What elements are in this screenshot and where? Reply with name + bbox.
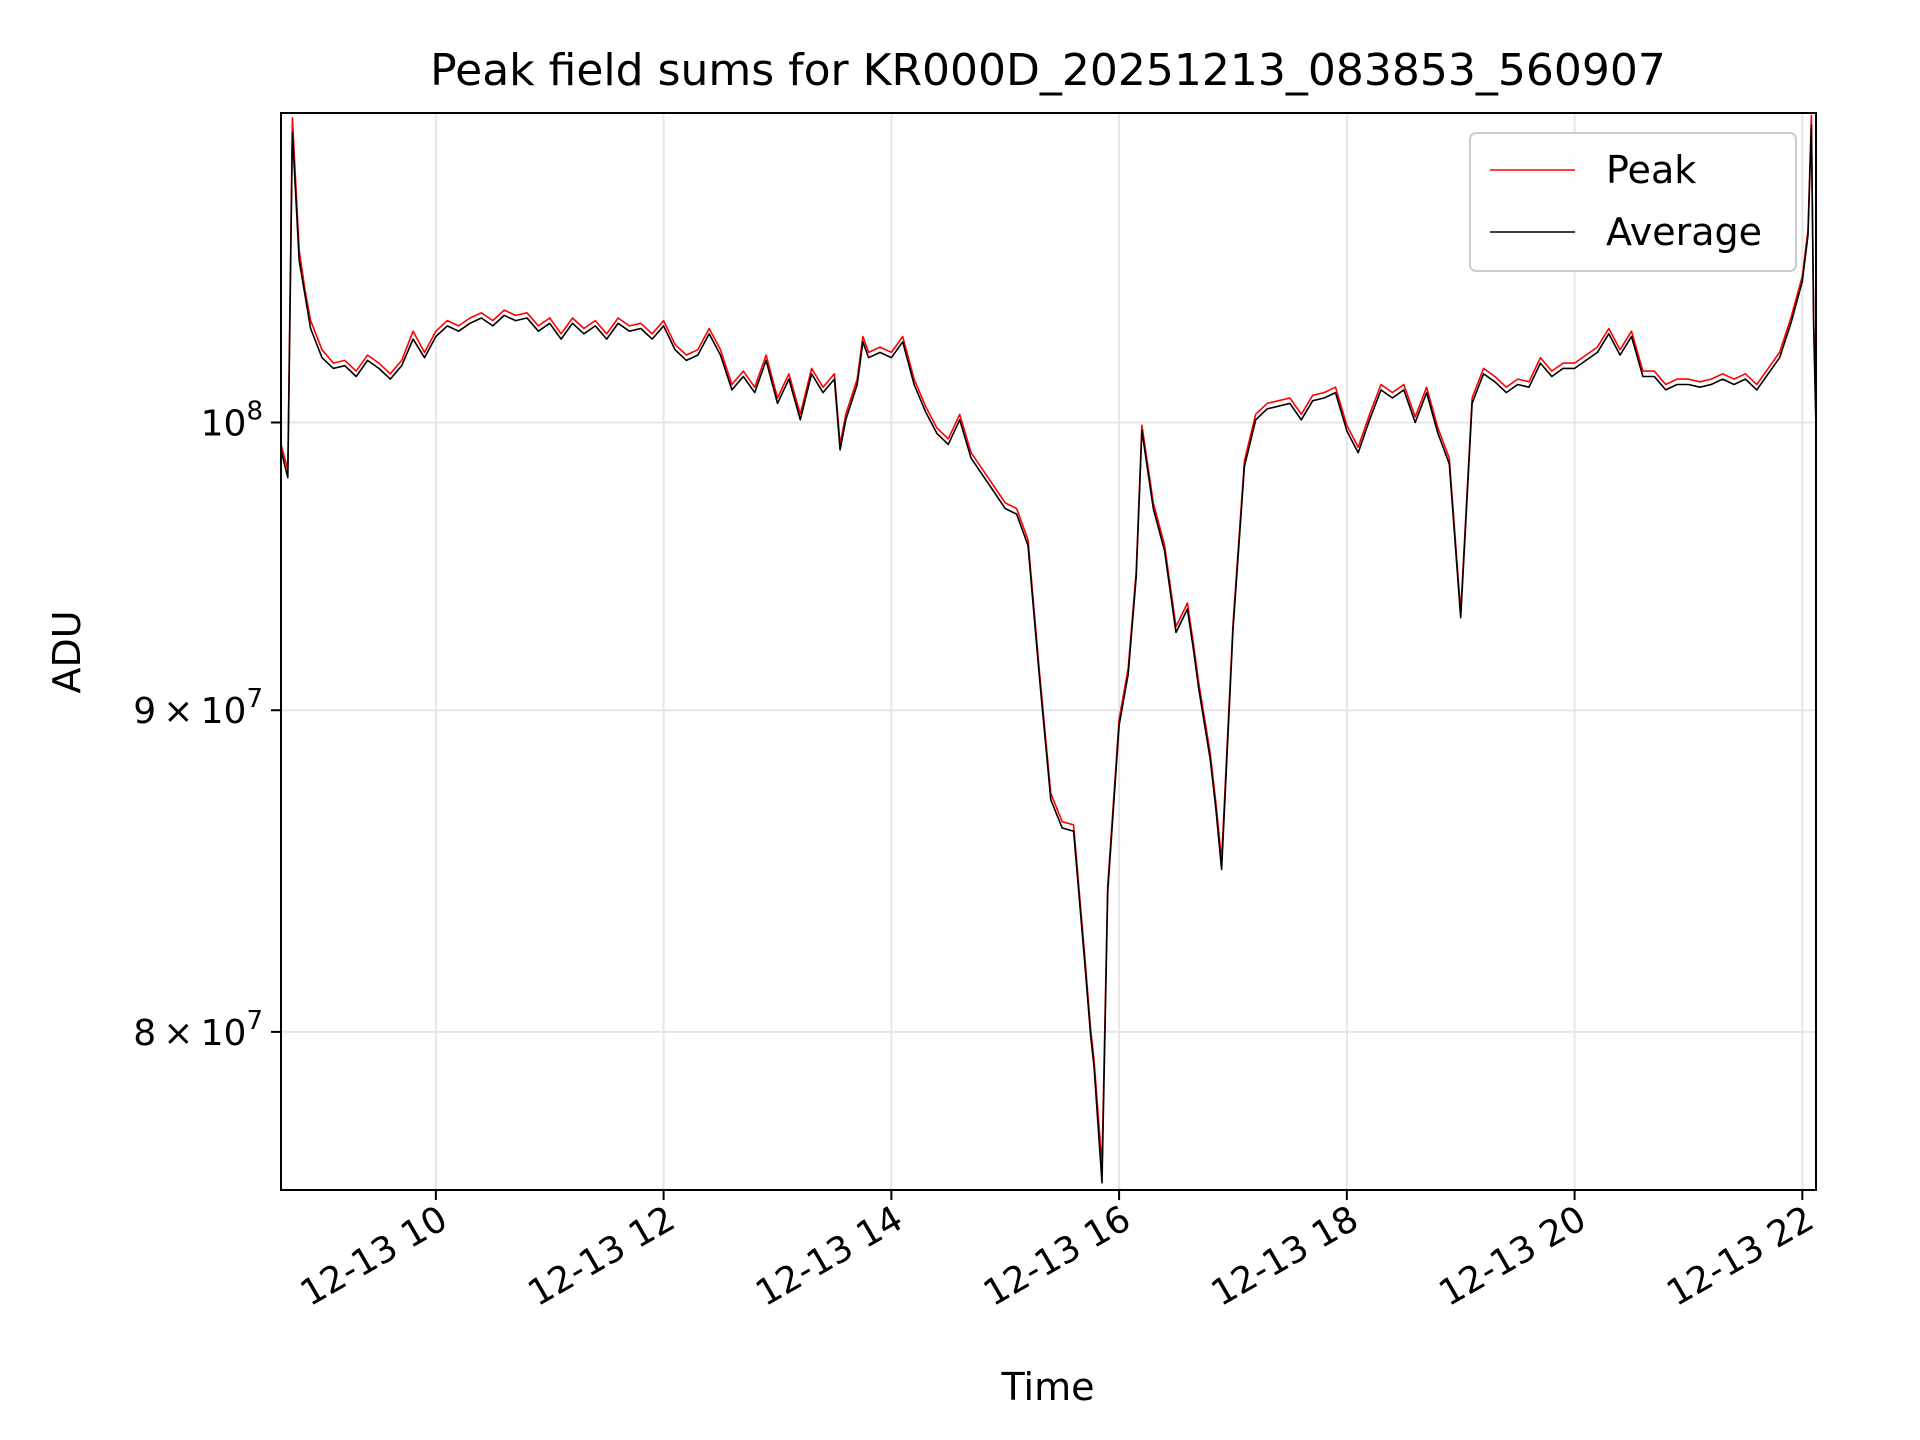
- legend-label-average: Average: [1606, 210, 1762, 254]
- legend: Peak Average: [1469, 132, 1797, 272]
- legend-label-peak: Peak: [1606, 148, 1696, 192]
- series-line-peak: [280, 114, 1817, 1166]
- x-axis-label: Time: [1001, 1365, 1095, 1409]
- y-tick-label: 108: [201, 396, 263, 444]
- plot-frame: [280, 112, 1817, 1191]
- chart-title: Peak field sums for KR000D_20251213_0838…: [430, 45, 1666, 96]
- y-axis-label: ADU: [45, 610, 89, 693]
- series-line-average: [280, 124, 1817, 1184]
- y-tick-label: 9 × 107: [133, 684, 263, 732]
- legend-box: [1469, 132, 1797, 272]
- y-tick-label: 8 × 107: [133, 1006, 263, 1054]
- grid-lines: [281, 113, 1816, 1190]
- plot-series: [280, 114, 1817, 1184]
